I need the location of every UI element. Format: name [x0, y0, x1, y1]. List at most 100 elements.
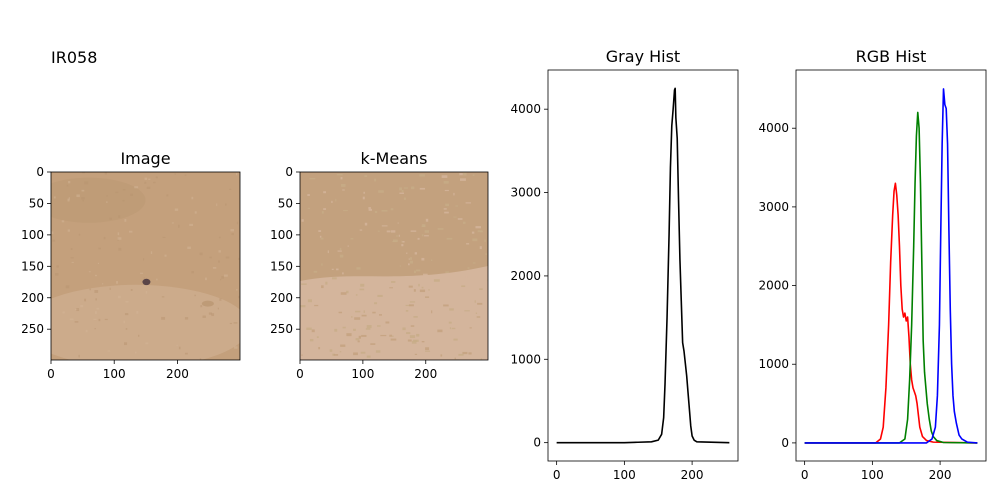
image-texture — [84, 298, 87, 302]
cluster-speckle — [307, 299, 313, 303]
image-texture — [62, 311, 65, 314]
series-line-0 — [556, 87, 730, 444]
image-texture — [236, 221, 239, 225]
cluster-speckle — [402, 240, 405, 243]
image-texture — [162, 236, 166, 239]
cluster-speckle — [469, 327, 472, 329]
cluster-speckle — [323, 191, 327, 194]
y-tick-label: 200 — [270, 291, 293, 305]
x-tick-label: 100 — [613, 468, 636, 482]
cluster-speckle — [449, 327, 451, 330]
image-texture — [93, 318, 97, 321]
cluster-speckle — [416, 269, 421, 272]
cluster-speckle — [370, 343, 376, 345]
cluster-speckle — [356, 267, 361, 270]
cluster-speckle — [390, 230, 396, 233]
axes-frame — [547, 69, 739, 462]
cluster-speckle — [479, 246, 482, 250]
cluster-speckle — [401, 240, 403, 243]
cluster-speckle — [325, 281, 328, 285]
cluster-speckle — [449, 308, 454, 311]
image-texture — [97, 262, 100, 265]
cluster-speckle — [445, 271, 450, 274]
image-texture — [177, 224, 180, 228]
image-minor-spot — [201, 300, 214, 307]
y-tick-label: 1000 — [510, 352, 541, 366]
image-texture — [187, 246, 191, 250]
cluster-speckle — [368, 208, 372, 211]
y-tick-label: 0 — [36, 165, 44, 179]
image-texture — [191, 271, 195, 274]
cluster-speckle — [306, 327, 312, 330]
image-texture — [134, 351, 137, 354]
cluster-speckle — [362, 196, 365, 200]
image-texture — [145, 290, 148, 294]
cluster-speckle — [409, 335, 416, 339]
cluster-speckle — [451, 327, 456, 330]
cluster-speckle — [479, 231, 483, 233]
image-texture — [106, 201, 108, 203]
cluster-speckle — [375, 350, 381, 353]
cluster-speckle — [377, 294, 383, 297]
x-tick-label: 100 — [103, 367, 126, 381]
y-tick-label: 0 — [533, 436, 541, 450]
cluster-speckle — [464, 310, 470, 312]
cluster-speckle — [338, 311, 343, 314]
cluster-speckle — [437, 228, 444, 230]
cluster-speckle — [414, 353, 418, 355]
cluster-speckle — [472, 262, 476, 264]
cluster-speckle — [477, 302, 483, 305]
kmeans-image-panel: k-Means 0 100 200 0 50 100 150 200 250 — [270, 149, 489, 381]
cluster-speckle — [425, 218, 429, 222]
cluster-speckle — [407, 263, 410, 266]
image-texture — [106, 195, 108, 197]
image-texture — [109, 217, 112, 220]
image-texture — [144, 181, 147, 184]
image-texture — [68, 180, 71, 184]
series-line-1 — [804, 111, 978, 444]
cluster-speckle — [443, 181, 449, 184]
image-texture — [146, 186, 151, 189]
cluster-2-region — [300, 266, 488, 360]
cluster-speckle — [424, 230, 430, 233]
image-texture — [218, 236, 221, 239]
image-texture — [56, 265, 59, 268]
cluster-speckle — [336, 173, 343, 176]
cluster-speckle — [423, 224, 425, 228]
cluster-speckle — [340, 344, 346, 347]
cluster-speckle — [334, 328, 338, 332]
image-texture — [118, 215, 121, 218]
y-tick-label: 4000 — [758, 121, 789, 135]
cluster-speckle — [425, 347, 430, 351]
image-texture — [171, 222, 174, 224]
cluster-speckle — [360, 283, 365, 287]
cluster-speckle — [459, 178, 466, 181]
cluster-speckle — [336, 268, 339, 271]
cluster-speckle — [364, 175, 368, 178]
cluster-speckle — [441, 175, 448, 178]
image-texture — [194, 211, 197, 214]
cluster-speckle — [366, 355, 371, 358]
image-texture — [191, 196, 194, 200]
cluster-speckle — [353, 352, 358, 356]
cluster-speckle — [358, 335, 362, 339]
image-texture — [138, 334, 140, 337]
cluster-speckle — [300, 305, 306, 308]
image-texture — [116, 281, 119, 284]
cluster-speckle — [468, 352, 472, 355]
cluster-speckle — [339, 351, 342, 353]
x-tick-label: 0 — [801, 468, 809, 482]
cluster-speckle — [457, 218, 463, 220]
y-tick-label: 100 — [21, 228, 44, 242]
cluster-speckle — [307, 194, 310, 196]
cluster-speckle — [378, 190, 384, 193]
image-texture — [117, 232, 120, 236]
x-tick-label: 200 — [414, 367, 437, 381]
image-texture — [178, 346, 181, 350]
image-texture — [209, 256, 212, 259]
image-texture — [205, 277, 207, 281]
cluster-speckle — [361, 314, 367, 317]
cluster-speckle — [472, 174, 475, 177]
y-tick-label: 50 — [278, 196, 293, 210]
